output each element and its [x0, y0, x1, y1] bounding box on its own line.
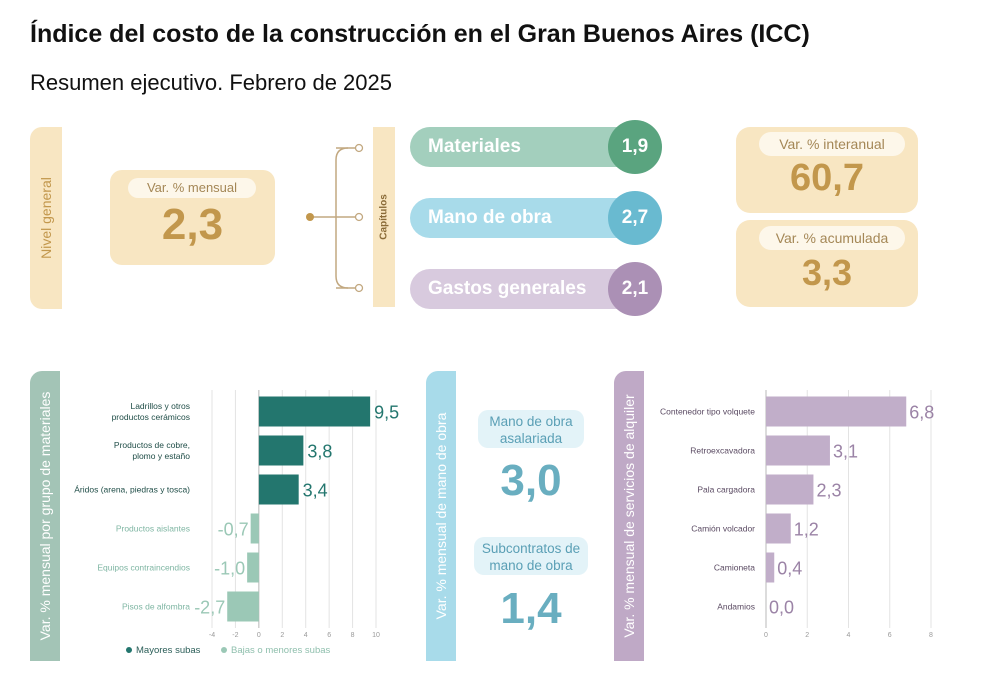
interanual-label: Var. % interanual	[759, 132, 905, 156]
bar	[247, 552, 259, 583]
asalariada-value: 3,0	[500, 456, 562, 505]
category-label: Retroexcavadora	[690, 446, 755, 456]
category-label: Pala cargadora	[697, 485, 755, 495]
value-label: -0,7	[218, 520, 249, 540]
x-tick-label: -4	[209, 632, 215, 639]
x-tick-label: -2	[232, 632, 238, 639]
x-tick-label: 4	[847, 632, 851, 639]
nivel-general-label: Nivel general	[38, 177, 54, 259]
bar	[258, 474, 299, 505]
x-tick-label: 2	[280, 632, 284, 639]
legend-label-bajas: Bajas o menores subas	[231, 645, 331, 656]
category-label: Andamios	[717, 602, 755, 612]
subcontratos-label: Subcontratos de mano de obra	[474, 537, 588, 575]
asalariada-label: Mano de obra asalariada	[478, 410, 584, 448]
page-title: Índice del costo de la construcción en e…	[30, 20, 810, 48]
value-label: 3,8	[307, 442, 332, 462]
nivel-general-card: Var. % mensual 2,3	[110, 170, 275, 265]
subcontratos-value: 1,4	[500, 584, 562, 633]
acumulada-card: Var. % acumulada 3,3	[736, 220, 918, 307]
bar	[766, 474, 814, 505]
bar	[766, 513, 791, 544]
value-label: 9,5	[374, 403, 399, 423]
chapter-bar-mano-de-obra: Mano de obra	[410, 198, 630, 238]
chapter-value-mano-de-obra: 2,7	[608, 191, 662, 245]
bar	[250, 513, 259, 544]
materiales-chart-label: Var. % mensual por grupo de materiales	[37, 391, 53, 641]
category-label: Productos aislantes	[116, 524, 190, 534]
value-label: 6,8	[909, 403, 934, 423]
bar	[766, 396, 907, 427]
bar	[258, 435, 304, 466]
chapter-value-gastos-generales: 2,1	[608, 262, 662, 316]
x-tick-label: 0	[764, 632, 768, 639]
nivel-general-strip: Nivel general	[30, 127, 62, 309]
mano-obra-strip: Var. % mensual de mano de obra	[426, 371, 456, 661]
bar	[766, 435, 830, 466]
category-label: Contenedor tipo volquete	[660, 407, 755, 417]
x-tick-label: 6	[327, 632, 331, 639]
legend-marker-mayores	[126, 647, 132, 653]
value-label: -2,7	[194, 598, 225, 618]
acumulada-label: Var. % acumulada	[759, 226, 905, 250]
nivel-general-value: 2,3	[161, 200, 224, 249]
capitulos-connector	[306, 143, 364, 293]
legend-marker-bajas	[221, 647, 227, 653]
capitulos-label: Capítulos	[378, 194, 390, 240]
category-label: plomo y estaño	[132, 451, 190, 461]
category-label: Pisos de alfombra	[122, 602, 190, 612]
value-label: 3,4	[303, 481, 328, 501]
alquiler-chart: 0 2 4 6 8 Contenedor tipo volquete 6,8 Retroexc…	[660, 390, 934, 639]
category-label: Productos de cobre,	[114, 440, 190, 450]
value-label: -1,0	[214, 559, 245, 579]
value-label: 1,2	[794, 520, 819, 540]
x-tick-label: 8	[351, 632, 355, 639]
alquiler-chart-strip: Var. % mensual de servicios de alquiler	[614, 371, 644, 661]
category-label: productos cerámicos	[112, 412, 190, 422]
category-label: Equipos contraincendios	[97, 563, 190, 573]
category-label: Camioneta	[714, 563, 755, 573]
x-tick-label: 10	[372, 632, 380, 639]
x-tick-label: 4	[304, 632, 308, 639]
materiales-chart-strip: Var. % mensual por grupo de materiales	[30, 371, 60, 661]
interanual-card: Var. % interanual 60,7	[736, 127, 918, 213]
legend-label-mayores: Mayores subas	[136, 645, 201, 656]
nivel-general-pill: Var. % mensual	[128, 178, 256, 198]
value-label: 0,4	[777, 559, 802, 579]
category-label: Camión volcador	[691, 524, 755, 534]
category-label: Áridos (arena, piedras y tosca)	[74, 485, 190, 495]
chapter-bar-gastos-generales: Gastos generales	[410, 269, 630, 309]
chapter-label-gastos-generales: Gastos generales	[428, 278, 587, 299]
alquiler-chart-label: Var. % mensual de servicios de alquiler	[621, 394, 637, 638]
chapter-value-materiales: 1,9	[608, 120, 662, 174]
value-label: 2,3	[816, 481, 841, 501]
x-tick-label: 6	[888, 632, 892, 639]
category-label: Ladrillos y otros	[130, 401, 190, 411]
mano-obra-label: Var. % mensual de mano de obra	[433, 412, 449, 620]
x-tick-label: 2	[805, 632, 809, 639]
bar	[258, 396, 371, 427]
chapter-label-materiales: Materiales	[428, 136, 521, 157]
page-subtitle: Resumen ejecutivo. Febrero de 2025	[30, 70, 392, 95]
bar	[227, 591, 259, 622]
bar	[766, 552, 775, 583]
x-tick-label: 0	[257, 632, 261, 639]
chapter-label-mano-de-obra: Mano de obra	[428, 207, 552, 228]
acumulada-value: 3,3	[801, 252, 853, 293]
x-tick-label: 8	[929, 632, 933, 639]
capitulos-strip: Capítulos	[373, 127, 395, 307]
value-label: 0,0	[769, 598, 794, 618]
value-label: 3,1	[833, 442, 858, 462]
interanual-value: 60,7	[790, 157, 864, 199]
chapter-bar-materiales: Materiales	[410, 127, 630, 167]
